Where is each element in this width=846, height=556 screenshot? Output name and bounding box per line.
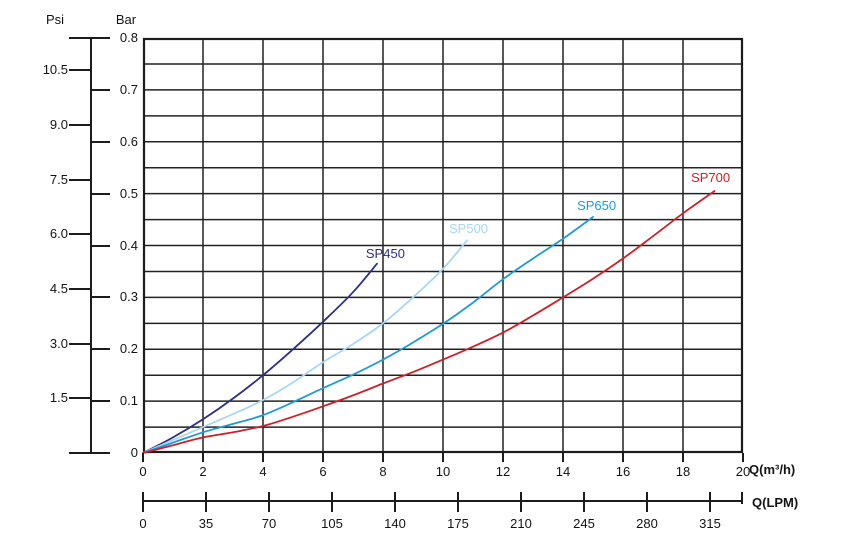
psi-tick — [69, 342, 91, 345]
lpm-tick — [582, 492, 585, 512]
x-tick — [502, 453, 504, 462]
x-tick — [382, 453, 384, 462]
psi-tick-label: 10.5 — [42, 62, 68, 78]
curve-sp450 — [142, 262, 378, 454]
lpm-tick-label: 280 — [636, 516, 658, 531]
lpm-tick — [267, 492, 270, 512]
psi-tick — [69, 287, 91, 290]
bar-tick-label: 0 — [130, 445, 138, 460]
psi-tick — [69, 178, 91, 181]
plot-border — [142, 37, 744, 454]
lpm-tick-label: 210 — [510, 516, 532, 531]
bar-tick-label: 0.1 — [119, 393, 138, 409]
curve-sp500 — [142, 239, 468, 454]
bar-tick — [91, 140, 110, 143]
x-axis-title-lpm: Q(LPM) — [752, 495, 799, 510]
lpm-tick — [330, 492, 333, 512]
lpm-tick-label: 0 — [139, 516, 147, 531]
lpm-axis-line — [143, 500, 743, 502]
psi-tick — [69, 233, 91, 236]
lpm-tick — [708, 492, 711, 512]
curve-sp650 — [142, 216, 594, 454]
curve-label-sp650: SP650 — [577, 197, 617, 213]
lpm-tick-label: 315 — [699, 516, 721, 531]
lpm-tick — [456, 492, 459, 512]
lpm-tick — [204, 492, 207, 512]
bar-tick — [91, 37, 110, 39]
x-tick-label: 4 — [259, 464, 267, 479]
bar-tick-label: 0.4 — [119, 237, 138, 253]
x-tick — [322, 453, 324, 462]
x-tick — [142, 453, 144, 462]
bar-tick-label: 0.7 — [119, 81, 138, 97]
lpm-tick — [519, 492, 522, 512]
lpm-tick-label: 105 — [321, 516, 343, 531]
psi-tick — [69, 69, 91, 72]
psi-tick-label: 7.5 — [49, 171, 68, 187]
x-tick-label: 12 — [495, 464, 511, 479]
psi-tick-label: 6.0 — [49, 226, 68, 242]
x-tick — [442, 453, 444, 462]
psi-tick-label: 9.0 — [49, 116, 68, 132]
x-tick-label: 2 — [199, 464, 207, 479]
bar-tick-label: 0.6 — [119, 133, 138, 149]
plot-svg — [142, 37, 744, 454]
lpm-tick-label: 245 — [573, 516, 595, 531]
bar-tick-label: 0.3 — [119, 289, 138, 305]
x-tick — [562, 453, 564, 462]
x-tick-label: 14 — [555, 464, 571, 479]
lpm-tick-label: 35 — [198, 516, 214, 531]
x-tick — [262, 453, 264, 462]
lpm-tick-label: 175 — [447, 516, 469, 531]
x-tick-label: 8 — [379, 464, 387, 479]
bar-tick — [91, 88, 110, 91]
plot-area: SP450 SP500 SP650 SP700 — [142, 37, 744, 454]
x-tick — [742, 453, 744, 462]
bar-tick-label: 0.5 — [119, 185, 138, 201]
bar-tick — [91, 400, 110, 403]
bar-tick — [91, 348, 110, 351]
bar-tick — [91, 296, 110, 299]
x-tick-label: 16 — [615, 464, 631, 479]
curve-label-sp450: SP450 — [365, 246, 405, 262]
lpm-tick — [142, 492, 144, 512]
curve-label-sp500: SP500 — [449, 221, 489, 237]
lpm-tick-label: 70 — [261, 516, 277, 531]
lpm-tick-label: 140 — [384, 516, 406, 531]
lpm-end-tick — [741, 492, 743, 504]
psi-tick-label: 3.0 — [49, 335, 68, 351]
curve-sp700 — [142, 190, 716, 454]
x-tick-label: 10 — [435, 464, 451, 479]
x-tick-label: 18 — [675, 464, 691, 479]
x-tick — [202, 453, 204, 462]
psi-end-tick — [69, 452, 91, 454]
x-tick-label: 20 — [735, 464, 751, 479]
psi-tick — [69, 397, 91, 400]
psi-tick-label: 4.5 — [49, 280, 68, 296]
bar-tick-label: 0.8 — [119, 30, 138, 45]
bar-tick-label: 0.2 — [119, 341, 138, 357]
psi-axis-title: Psi — [45, 12, 65, 27]
psi-end-tick — [69, 37, 91, 39]
curve-label-sp700: SP700 — [691, 169, 731, 185]
bar-tick — [91, 244, 110, 247]
lpm-tick — [393, 492, 396, 512]
lpm-tick — [645, 492, 648, 512]
psi-tick — [69, 123, 91, 126]
x-tick-label: 6 — [319, 464, 327, 479]
bar-tick — [91, 192, 110, 195]
x-tick-label: 0 — [139, 464, 147, 479]
bar-axis-title: Bar — [115, 12, 137, 27]
bar-tick — [91, 452, 110, 454]
psi-tick-label: 1.5 — [49, 390, 68, 406]
x-tick — [622, 453, 624, 462]
x-axis-title-m3h: Q(m³/h) — [749, 462, 796, 477]
x-tick — [682, 453, 684, 462]
